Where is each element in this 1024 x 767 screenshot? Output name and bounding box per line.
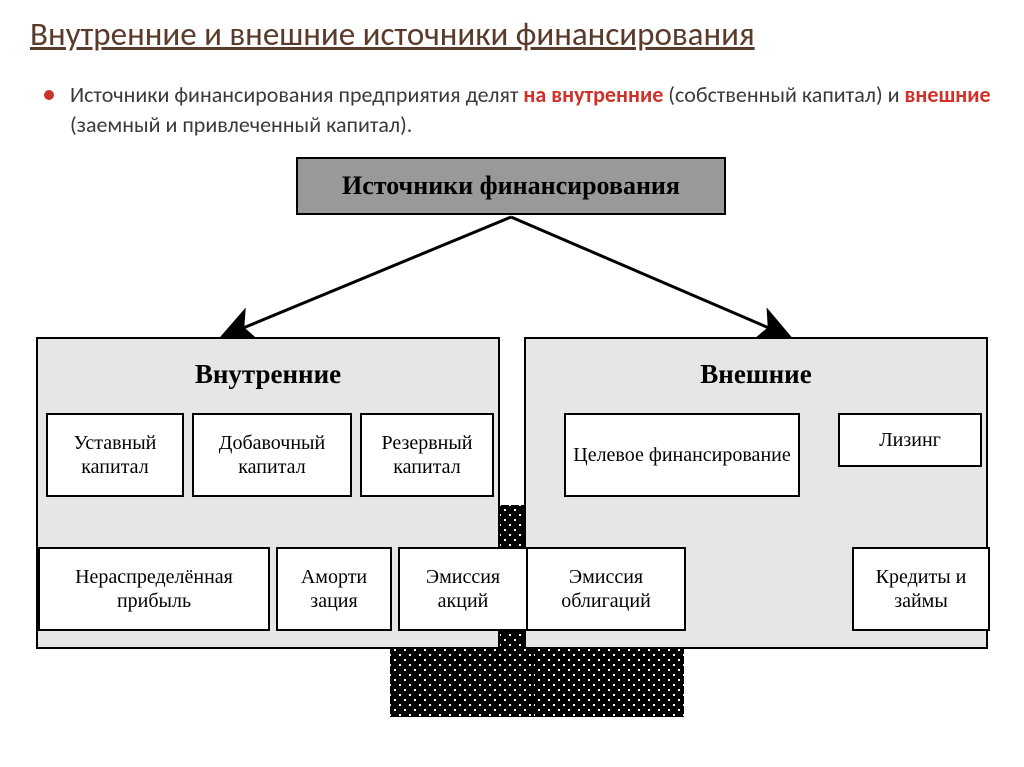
node-amort: Аморти зация xyxy=(276,547,392,631)
node-lizing: Лизинг xyxy=(838,413,982,467)
node-ustavny: Уставный капитал xyxy=(46,413,184,497)
root-node: Источники финансирования xyxy=(296,157,726,215)
bullet-part3: (заемный и привлеченный капитал). xyxy=(70,111,412,138)
group-internal: Внутренние Уставный капитал Добавочный к… xyxy=(36,337,500,649)
group-internal-title: Внутренние xyxy=(38,339,498,408)
bullet-icon xyxy=(44,90,54,100)
bullet-red2: внешние xyxy=(904,81,990,108)
diagram-container: Источники финансирования Внутренние Уста… xyxy=(36,157,988,717)
node-emisakc: Эмиссия акций xyxy=(398,547,528,631)
bullet-part2: (собственный капитал) и xyxy=(663,81,904,108)
page-title: Внутренние и внешние источники финансиро… xyxy=(0,0,1024,60)
node-neraspr: Нераспределённая прибыль xyxy=(38,547,270,631)
group-external-title: Внешние xyxy=(526,339,986,408)
group-external: Внешние Целевое финансирование Лизинг Эм… xyxy=(524,337,988,649)
node-emisobl: Эмиссия облигаций xyxy=(526,547,686,631)
node-celev: Целевое финансирование xyxy=(564,413,800,497)
bullet-part1: Источники финансирования предприятия дел… xyxy=(70,81,523,108)
node-rezerv: Резервный капитал xyxy=(360,413,494,497)
bullet-red1: на внутренние xyxy=(523,81,663,108)
node-dobav: Добавочный капитал xyxy=(192,413,352,497)
node-kredity: Кредиты и займы xyxy=(852,547,990,631)
bullet-paragraph: Источники финансирования предприятия дел… xyxy=(0,60,1024,149)
connector-arrows xyxy=(36,213,988,343)
bullet-text: Источники финансирования предприятия дел… xyxy=(70,80,994,139)
